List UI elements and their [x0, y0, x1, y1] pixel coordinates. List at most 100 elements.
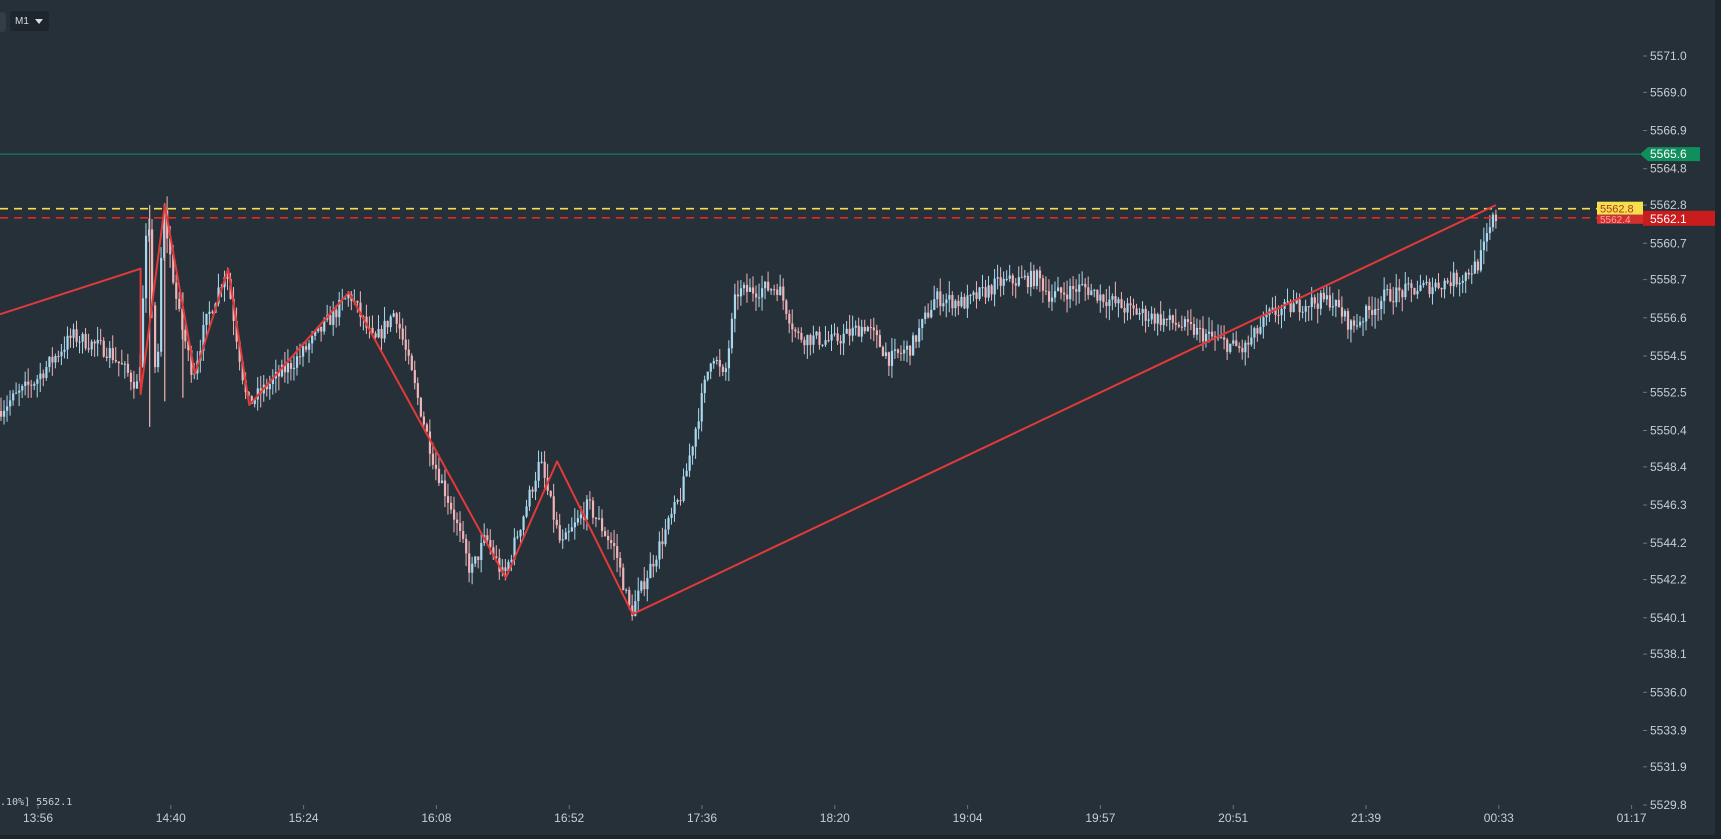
bear-candle: [398, 323, 401, 329]
price-levels-layer: [0, 153, 1640, 219]
bull-candle: [821, 344, 824, 346]
bull-candle: [727, 348, 731, 369]
x-tick-label: 19:04: [953, 811, 983, 825]
bear-candle: [365, 316, 368, 328]
bear-candle: [453, 509, 456, 520]
bull-candle: [39, 373, 42, 380]
bear-candle: [619, 557, 622, 568]
bull-candle: [649, 563, 652, 579]
bear-candle: [1389, 289, 1392, 302]
bear-candle: [425, 424, 429, 432]
bull-candle: [824, 340, 827, 345]
bull-candle: [1078, 284, 1081, 292]
bull-candle: [748, 287, 752, 292]
bull-candle: [1017, 277, 1020, 286]
bull-candle: [1050, 297, 1054, 302]
bear-candle: [1316, 303, 1319, 309]
bear-candle: [443, 480, 447, 497]
zigzag-line: [0, 204, 1497, 616]
y-tick-label: 5544.2: [1650, 536, 1687, 550]
bear-candle: [1153, 313, 1156, 324]
bull-candle: [1404, 283, 1407, 298]
bull-candle: [1349, 320, 1353, 330]
overlap-price-tag-text: 5562.4: [1600, 215, 1631, 226]
bull-candle: [78, 341, 81, 343]
bear-candle: [434, 464, 438, 469]
bear-candle: [610, 540, 613, 544]
bear-candle: [1041, 278, 1045, 291]
bear-candle: [132, 382, 136, 389]
bear-candle: [751, 287, 755, 294]
bear-candle: [492, 547, 495, 557]
bear-candle: [773, 289, 776, 291]
bear-candle: [329, 315, 332, 325]
bull-candle: [317, 326, 320, 332]
bull-candle: [1141, 308, 1144, 314]
bear-candle: [456, 519, 459, 524]
bear-candle: [1011, 275, 1014, 284]
bear-candle: [785, 300, 788, 314]
bear-candle: [30, 384, 33, 386]
bull-candle: [1407, 283, 1410, 285]
bear-candle: [591, 500, 595, 518]
bull-candle: [1380, 300, 1383, 309]
bear-candle: [776, 289, 779, 296]
bear-candle: [120, 363, 123, 365]
bull-candle: [969, 294, 972, 296]
bear-candle: [604, 531, 607, 536]
green-price-tag: 5565.6: [1640, 147, 1700, 162]
x-tick-label: 17:36: [687, 811, 717, 825]
bull-candle: [1310, 297, 1313, 307]
bear-candle: [951, 295, 954, 309]
bull-candle: [108, 348, 111, 358]
bear-candle: [437, 468, 441, 484]
bear-candle: [736, 294, 740, 297]
yellow-price-tag-text: 5562.8: [1600, 204, 1634, 216]
bull-candle: [1183, 319, 1187, 327]
bear-candle: [857, 325, 860, 337]
y-tick-label: 5560.7: [1650, 236, 1687, 250]
price-axis[interactable]: 5571.0 5569.0 5566.9 5564.8 5562.8 5560.7 5558…: [1643, 49, 1687, 812]
bear-candle: [1129, 303, 1132, 306]
bear-candle: [1398, 287, 1401, 291]
time-axis[interactable]: 13:56 14:40 15:24 16:08 16:52 17:36 18:20 19:04…: [23, 805, 1647, 825]
bull-candle: [682, 476, 685, 501]
bear-candle: [1277, 314, 1280, 316]
bear-candle: [1180, 326, 1184, 328]
bear-candle: [1189, 322, 1193, 325]
bear-candle: [1171, 315, 1174, 323]
bear-candle: [407, 349, 410, 356]
bull-candle: [860, 326, 863, 337]
bear-candle: [552, 496, 555, 520]
bear-candle: [543, 461, 546, 478]
bear-candle: [359, 302, 362, 318]
bottom-border: [0, 835, 1721, 839]
bull-candle: [24, 381, 27, 387]
bull-candle: [715, 359, 718, 362]
red-price-tag-box: [1643, 210, 1718, 226]
bull-candle: [1029, 270, 1033, 288]
y-tick-label: 5566.9: [1650, 124, 1687, 138]
bull-candle: [1304, 306, 1307, 312]
bear-candle: [1174, 322, 1177, 325]
bull-candle: [812, 335, 815, 345]
bull-candle: [637, 590, 640, 602]
bull-candle: [742, 284, 746, 289]
bull-candle: [347, 294, 350, 299]
left-toolbar-handle[interactable]: [0, 12, 6, 32]
bear-candle: [643, 581, 646, 590]
bull-candle: [685, 470, 688, 477]
bear-candle: [836, 333, 839, 341]
bear-candle: [1165, 318, 1168, 321]
bull-candle: [389, 316, 392, 328]
timeframe-selector[interactable]: M1: [10, 11, 49, 31]
x-tick-label: 14:40: [156, 811, 186, 825]
bull-candle: [1482, 241, 1486, 251]
bull-candle: [815, 331, 818, 336]
bear-candle: [422, 416, 425, 425]
bear-candle: [549, 490, 552, 497]
bear-candle: [1455, 272, 1458, 285]
bear-candle: [1241, 347, 1244, 353]
bear-candle: [1289, 301, 1292, 313]
